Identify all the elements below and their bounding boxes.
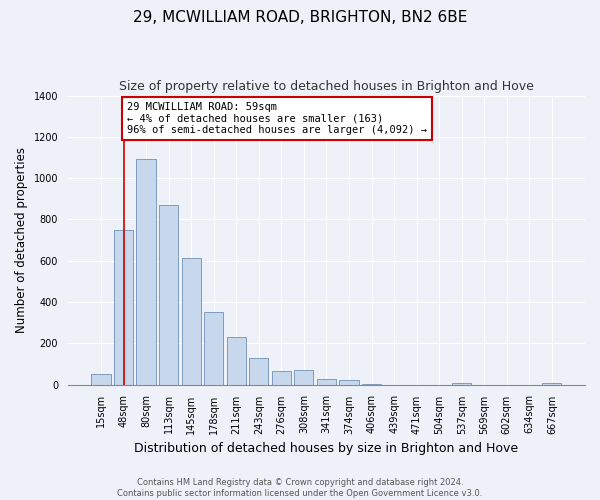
Bar: [182, 258, 201, 384]
Bar: [114, 230, 133, 384]
Bar: [452, 382, 472, 384]
Bar: [295, 370, 313, 384]
Bar: [272, 371, 291, 384]
Text: Contains HM Land Registry data © Crown copyright and database right 2024.
Contai: Contains HM Land Registry data © Crown c…: [118, 478, 482, 498]
Title: Size of property relative to detached houses in Brighton and Hove: Size of property relative to detached ho…: [119, 80, 534, 93]
Y-axis label: Number of detached properties: Number of detached properties: [15, 147, 28, 333]
Bar: [340, 380, 359, 384]
Bar: [317, 380, 336, 384]
X-axis label: Distribution of detached houses by size in Brighton and Hove: Distribution of detached houses by size …: [134, 442, 518, 455]
Bar: [227, 337, 246, 384]
Bar: [204, 312, 223, 384]
Text: 29, MCWILLIAM ROAD, BRIGHTON, BN2 6BE: 29, MCWILLIAM ROAD, BRIGHTON, BN2 6BE: [133, 10, 467, 25]
Bar: [91, 374, 110, 384]
Bar: [542, 382, 562, 384]
Bar: [249, 358, 268, 384]
Bar: [159, 205, 178, 384]
Bar: [136, 158, 155, 384]
Text: 29 MCWILLIAM ROAD: 59sqm
← 4% of detached houses are smaller (163)
96% of semi-d: 29 MCWILLIAM ROAD: 59sqm ← 4% of detache…: [127, 102, 427, 135]
